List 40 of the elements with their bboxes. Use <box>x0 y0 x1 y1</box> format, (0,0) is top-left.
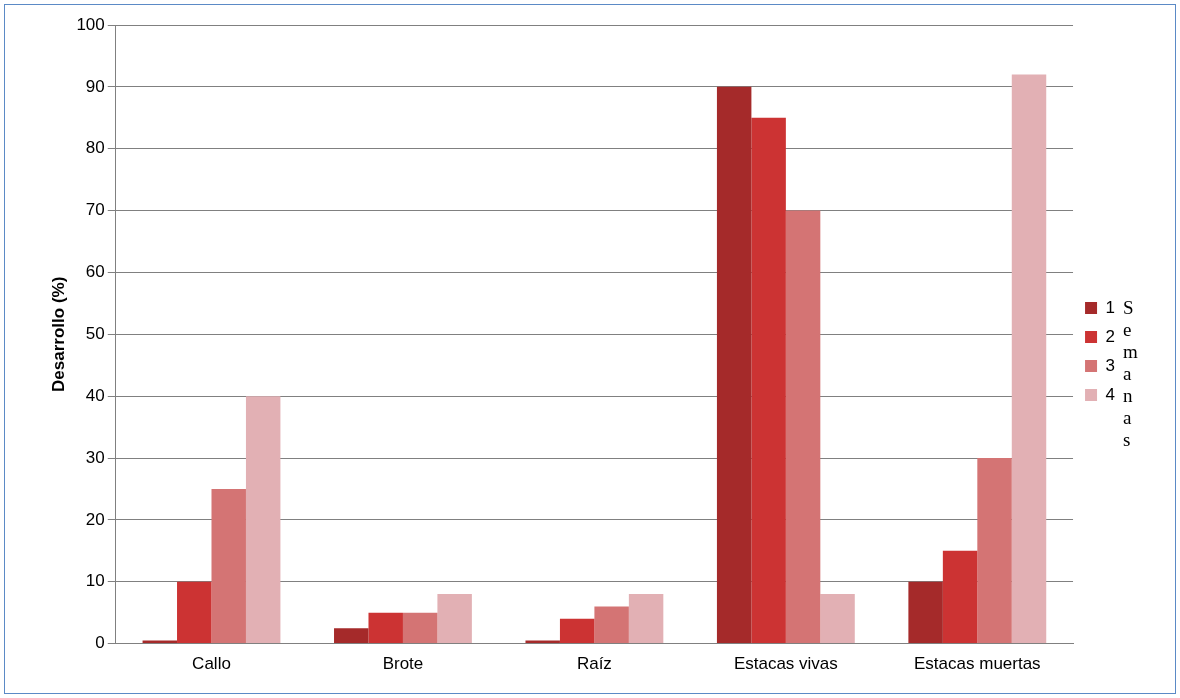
bar <box>751 117 786 644</box>
y-axis-title: Desarrollo (%) <box>48 276 68 392</box>
bar <box>785 210 821 644</box>
bar <box>716 86 752 644</box>
bar <box>402 612 438 644</box>
bar <box>820 594 855 644</box>
bar <box>628 594 664 644</box>
y-tick-label: 100 <box>76 14 105 34</box>
y-tick-label: 40 <box>85 385 105 405</box>
bar <box>334 628 369 644</box>
legend-label: 3 <box>1105 355 1116 375</box>
y-tick-label: 10 <box>85 571 105 591</box>
legend-label: 4 <box>1105 384 1116 404</box>
y-tick-label: 30 <box>85 447 105 467</box>
legend-label: 1 <box>1105 297 1116 317</box>
y-tick-label: 80 <box>85 138 105 158</box>
bar <box>908 581 943 644</box>
legend-label: 2 <box>1105 326 1116 346</box>
x-tick-label: Callo <box>192 654 231 674</box>
bar <box>1011 74 1047 644</box>
x-tick-label: Raíz <box>576 654 612 674</box>
x-tick-label: Estacas muertas <box>914 654 1041 674</box>
bar <box>977 458 1012 644</box>
y-tick-label: 90 <box>85 76 105 96</box>
bar <box>177 581 212 644</box>
y-tick-label: 0 <box>95 633 105 653</box>
bar <box>594 606 629 644</box>
x-tick-label: Brote <box>382 654 424 674</box>
y-tick-label: 70 <box>85 200 105 220</box>
bar <box>368 612 403 644</box>
bar <box>245 396 281 644</box>
x-tick-label: Estacas vivas <box>733 654 838 674</box>
y-tick-label: 50 <box>85 323 105 343</box>
y-tick-label: 60 <box>85 262 105 282</box>
bar <box>211 488 246 644</box>
y-tick-label: 20 <box>85 509 105 529</box>
bar <box>437 594 472 644</box>
legend-title: Semanas <box>1123 296 1138 450</box>
bar <box>942 550 978 644</box>
bar <box>559 618 595 644</box>
